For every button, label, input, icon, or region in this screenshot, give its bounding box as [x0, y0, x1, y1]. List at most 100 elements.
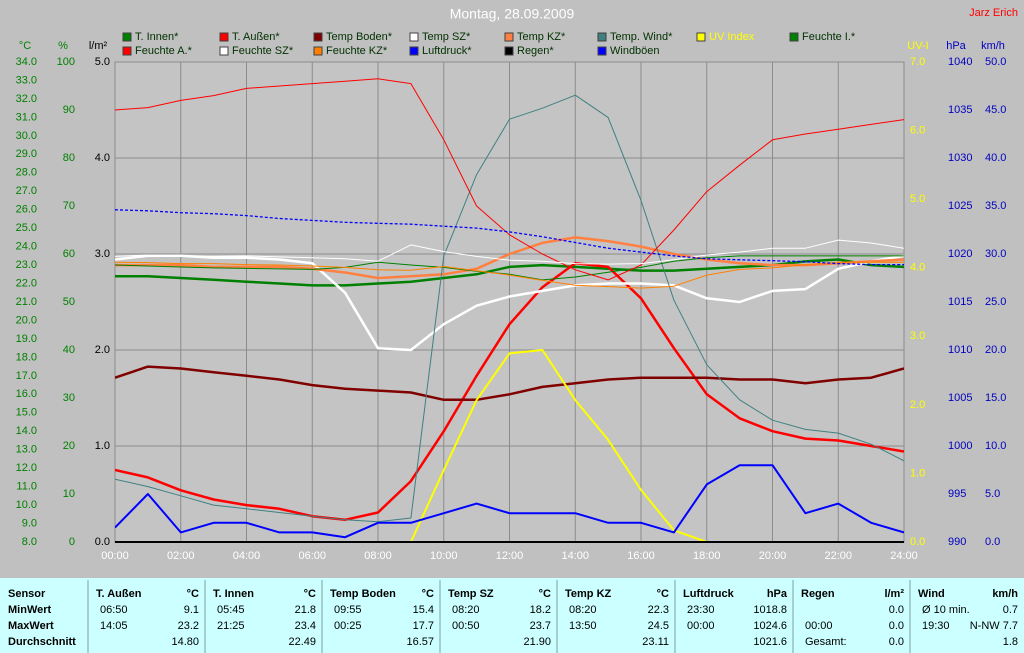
- cell-time: 05:45: [217, 604, 245, 616]
- cell-value: 23.4: [295, 620, 316, 632]
- cell-value: 23.11: [642, 636, 669, 648]
- cell-value: 21.8: [295, 604, 316, 616]
- cell-value: 14.80: [171, 636, 199, 648]
- legend-label: Regen*: [517, 45, 554, 57]
- cell-time: 00:00: [687, 620, 715, 632]
- y-tick-label: 32.0: [16, 93, 37, 105]
- legend-swatch: [696, 32, 706, 42]
- column-title: Sensor: [8, 588, 46, 600]
- y-tick-label: 30: [63, 392, 75, 404]
- cell-value: 22.3: [648, 604, 669, 616]
- cell-value: 1021.6: [753, 636, 787, 648]
- column-title: Regen: [801, 588, 835, 600]
- cell-value: 0.0: [889, 636, 904, 648]
- legend-label: Luftdruck*: [422, 45, 472, 57]
- column-unit: °C: [539, 588, 551, 600]
- cell-value: 17.7: [413, 620, 434, 632]
- legend-label: Temp SZ*: [422, 31, 471, 43]
- cell-value: 23.2: [178, 620, 199, 632]
- x-tick-label: 24:00: [890, 550, 918, 562]
- chart-title: Montag, 28.09.2009: [450, 6, 575, 22]
- legend-label: Windböen: [610, 45, 660, 57]
- series-line: [115, 464, 904, 539]
- column-unit: °C: [187, 588, 199, 600]
- y-tick-label: 9.0: [22, 517, 37, 529]
- cell-time: 00:50: [452, 620, 480, 632]
- cell-value: 1018.8: [753, 604, 787, 616]
- x-tick-label: 14:00: [561, 550, 589, 562]
- y-tick-label: 0.0: [985, 536, 1000, 548]
- y-tick-label: 34.0: [16, 56, 37, 68]
- y-tick-label: 30.0: [16, 130, 37, 142]
- y-tick-label: 26.0: [16, 204, 37, 216]
- cell-value: 15.4: [413, 604, 434, 616]
- cell-value: 21.90: [523, 636, 551, 648]
- series-line: [115, 255, 904, 281]
- y-tick-label: 3.0: [95, 248, 110, 260]
- y-tick-label: 40: [63, 344, 75, 356]
- y-tick-label: 40.0: [985, 152, 1006, 164]
- legend-label: UV Index: [709, 31, 755, 43]
- y-tick-label: 990: [948, 536, 966, 548]
- cell-value: N-NW 7.7: [970, 620, 1018, 632]
- y-tick-label: 1010: [948, 344, 972, 356]
- y-tick-label: 1.0: [910, 467, 925, 479]
- y-tick-label: 18.0: [16, 351, 37, 363]
- x-tick-label: 18:00: [693, 550, 721, 562]
- row-label: MaxWert: [8, 620, 54, 632]
- y-tick-label: 16.0: [16, 388, 37, 400]
- series-line: [115, 254, 904, 352]
- cell-value: 24.5: [648, 620, 669, 632]
- cell-time: 08:20: [452, 604, 480, 616]
- y-tick-label: 11.0: [16, 481, 37, 493]
- series-line: [115, 209, 904, 266]
- legend-swatch: [409, 46, 419, 56]
- y-tick-label: 5.0: [910, 193, 925, 205]
- x-tick-label: 20:00: [759, 550, 787, 562]
- column-unit: km/h: [992, 588, 1018, 600]
- y-tick-label: 12.0: [16, 462, 37, 474]
- cell-time: 13:50: [569, 620, 597, 632]
- y-tick-label: 995: [948, 488, 966, 500]
- y-tick-label: 20.0: [985, 344, 1006, 356]
- cell-value: 0.0: [889, 604, 904, 616]
- series-line: [115, 365, 904, 402]
- axis-title: %: [58, 40, 68, 52]
- y-tick-label: 14.0: [16, 425, 37, 437]
- y-tick-label: 1.0: [95, 440, 110, 452]
- axis-title: l/m²: [89, 40, 108, 52]
- legend-swatch: [789, 32, 799, 42]
- y-tick-label: 1000: [948, 440, 972, 452]
- column-title: Wind: [918, 588, 945, 600]
- cell-time: 06:50: [100, 604, 128, 616]
- legend-swatch: [313, 46, 323, 56]
- axis-title: km/h: [981, 40, 1005, 52]
- y-tick-label: 3.0: [910, 330, 925, 342]
- cell-value: 1.8: [1003, 636, 1018, 648]
- cell-value: 16.57: [406, 636, 434, 648]
- y-tick-label: 60: [63, 248, 75, 260]
- x-tick-label: 22:00: [824, 550, 852, 562]
- y-tick-label: 24.0: [16, 241, 37, 253]
- y-tick-label: 15.0: [985, 392, 1006, 404]
- y-tick-label: 22.0: [16, 277, 37, 289]
- series-line: [115, 94, 904, 523]
- cell-time: Ø 10 min.: [922, 604, 970, 616]
- cell-time: 19:30: [922, 620, 950, 632]
- x-tick-label: 08:00: [364, 550, 392, 562]
- column-title: Luftdruck: [683, 588, 735, 600]
- y-tick-label: 100: [57, 56, 75, 68]
- y-tick-label: 27.0: [16, 185, 37, 197]
- legend-swatch: [122, 46, 132, 56]
- cell-time: 00:00: [805, 620, 833, 632]
- cell-time: 08:20: [569, 604, 597, 616]
- y-tick-label: 1005: [948, 392, 972, 404]
- y-tick-label: 7.0: [910, 56, 925, 68]
- legend-label: Feuchte KZ*: [326, 45, 388, 57]
- axis-title: °C: [19, 40, 31, 52]
- legend-swatch: [122, 32, 132, 42]
- y-tick-label: 30.0: [985, 248, 1006, 260]
- legend-swatch: [219, 32, 229, 42]
- cell-time: 21:25: [217, 620, 245, 632]
- y-tick-label: 21.0: [16, 296, 37, 308]
